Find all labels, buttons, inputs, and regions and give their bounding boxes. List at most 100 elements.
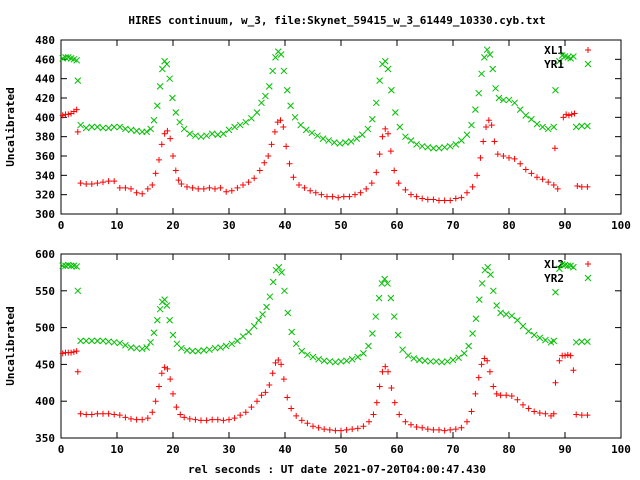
data-point <box>164 365 171 372</box>
data-point <box>360 423 367 430</box>
data-point <box>99 124 107 132</box>
data-point <box>421 357 429 365</box>
data-point <box>384 280 391 287</box>
data-point <box>481 54 488 61</box>
data-point <box>278 269 285 276</box>
data-point <box>556 357 563 364</box>
x-tick-label: 10 <box>110 443 123 456</box>
data-point <box>369 330 376 337</box>
data-point <box>271 128 278 135</box>
data-point <box>208 130 216 138</box>
data-point <box>552 379 559 386</box>
data-point <box>343 357 350 365</box>
data-point <box>424 196 431 203</box>
data-point <box>358 131 366 139</box>
data-point <box>430 196 437 203</box>
data-point <box>186 130 194 138</box>
x-tick-label: 70 <box>446 219 459 232</box>
data-point <box>256 167 263 174</box>
data-point <box>144 415 151 422</box>
data-point <box>384 65 392 73</box>
data-point <box>178 181 185 188</box>
data-point <box>430 144 437 152</box>
y-tick-label: 380 <box>35 131 55 144</box>
data-point <box>468 121 475 129</box>
data-point <box>382 125 389 132</box>
data-point <box>258 392 265 399</box>
data-point <box>517 160 524 167</box>
data-point <box>500 96 507 104</box>
data-point <box>550 182 557 188</box>
data-point <box>585 47 591 53</box>
data-point <box>376 151 383 158</box>
data-point <box>258 99 265 107</box>
x-tick-label: 40 <box>278 219 291 232</box>
data-point <box>441 197 448 204</box>
data-point <box>402 418 409 425</box>
data-point <box>478 280 486 287</box>
data-point <box>315 355 322 363</box>
y-tick-label: 350 <box>35 432 55 445</box>
data-point <box>59 112 66 119</box>
data-point <box>283 86 291 94</box>
data-point <box>349 426 356 433</box>
data-point <box>556 57 563 65</box>
data-point <box>472 106 479 113</box>
data-point <box>197 133 205 141</box>
x-tick-label: 100 <box>611 443 631 456</box>
data-point <box>441 427 448 434</box>
data-point <box>240 182 246 188</box>
data-point <box>153 316 161 324</box>
data-point <box>552 288 559 296</box>
y-tick-label: 480 <box>35 34 55 47</box>
series-yr1 <box>59 46 591 152</box>
data-point <box>427 358 434 365</box>
data-point <box>94 410 101 417</box>
data-point <box>255 316 263 324</box>
data-point <box>170 390 176 397</box>
data-point <box>128 415 134 422</box>
data-point <box>484 357 491 364</box>
data-point <box>288 328 296 336</box>
data-point <box>296 182 302 188</box>
data-point <box>127 344 135 351</box>
data-point <box>373 169 380 176</box>
data-point <box>330 139 338 146</box>
data-point <box>396 411 403 418</box>
data-point <box>74 77 82 84</box>
data-point <box>310 423 316 430</box>
data-point <box>228 340 236 348</box>
data-point <box>239 333 247 340</box>
data-point <box>147 338 154 346</box>
data-point <box>88 181 95 188</box>
data-point <box>189 184 196 191</box>
data-point <box>539 176 546 183</box>
data-point <box>324 193 330 200</box>
data-point <box>133 344 140 352</box>
data-point <box>530 331 538 339</box>
data-point <box>550 123 558 131</box>
data-point <box>452 141 460 148</box>
data-point <box>340 193 347 200</box>
data-point <box>506 154 512 161</box>
x-axis-label: rel seconds : UT date 2021-07-20T04:00:4… <box>188 463 486 476</box>
data-point <box>381 275 389 283</box>
data-point <box>402 133 409 141</box>
data-point <box>225 126 233 134</box>
data-point <box>158 141 165 148</box>
x-tick-label: 20 <box>166 219 179 232</box>
data-point <box>143 128 151 136</box>
data-point <box>266 382 273 389</box>
data-point <box>354 353 362 361</box>
data-point <box>522 112 530 119</box>
data-point <box>245 328 252 336</box>
data-point <box>272 54 279 61</box>
data-point <box>564 262 572 270</box>
data-point <box>298 347 306 355</box>
data-point <box>424 426 431 433</box>
data-point <box>346 193 353 200</box>
data-point <box>73 348 80 355</box>
data-point <box>567 352 574 359</box>
data-point <box>385 368 392 375</box>
data-point <box>189 347 196 355</box>
